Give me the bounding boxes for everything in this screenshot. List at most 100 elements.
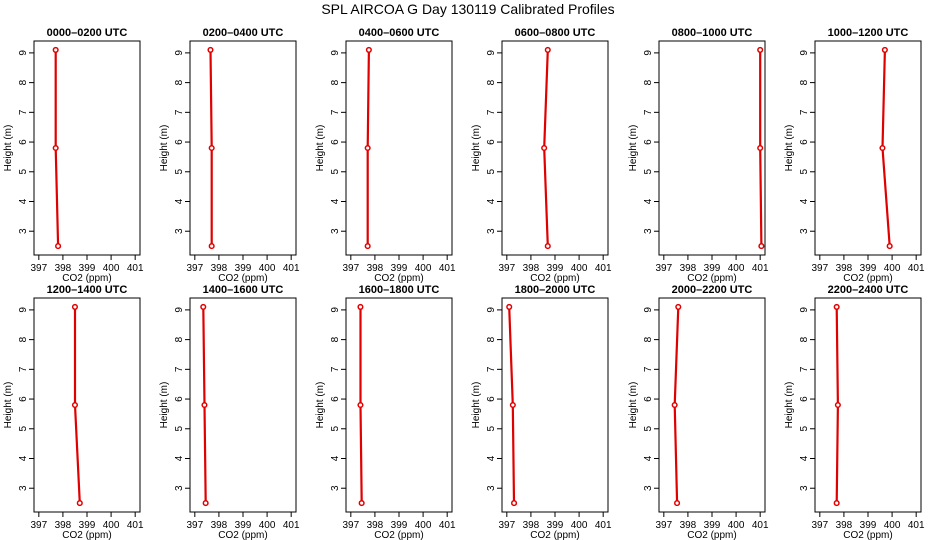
- x-tick-label: 399: [860, 263, 877, 274]
- y-tick-label: 5: [18, 169, 29, 175]
- x-tick-label: 397: [186, 263, 203, 274]
- x-tick-label: 397: [342, 263, 359, 274]
- x-axis-label: CO2 (ppm): [218, 530, 267, 540]
- profile-point: [541, 144, 548, 152]
- y-tick-label: 5: [486, 169, 497, 175]
- x-axis-label: CO2 (ppm): [843, 530, 892, 540]
- panel-title: 1200–1400 UTC: [47, 284, 128, 296]
- x-axis-label: CO2 (ppm): [218, 273, 267, 284]
- y-tick-label: 6: [330, 139, 341, 145]
- plot-frame: [345, 40, 453, 256]
- profile-point: [675, 303, 682, 310]
- x-tick-label: 400: [884, 263, 901, 274]
- y-tick-label: 6: [643, 396, 654, 402]
- y-tick-label: 3: [643, 228, 654, 234]
- y-axis-label: Height (m): [315, 382, 326, 429]
- y-tick-label: 3: [799, 485, 810, 491]
- x-tick-label: 399: [860, 520, 877, 531]
- profile-point: [207, 46, 214, 53]
- profile-point: [208, 144, 215, 152]
- y-tick-label: 5: [330, 426, 341, 432]
- y-tick-label: 9: [330, 307, 341, 313]
- profile-point: [358, 500, 365, 507]
- x-axis-label: CO2 (ppm): [374, 273, 423, 284]
- profile-panel: 0400–0600 UTC 397 398 399 400 401 3 4 5 6 7 8 9 CO2 (…: [315, 27, 456, 284]
- profile-point: [364, 144, 371, 152]
- x-tick-label: 398: [367, 263, 384, 274]
- x-tick-label: 399: [547, 520, 564, 531]
- x-axis-label: CO2 (ppm): [62, 530, 111, 540]
- profile-panel: 0000–0200 UTC 397 398 399 400 401 3 4 5 6 7 8 9 CO2 (…: [3, 27, 144, 284]
- panel-title: 1000–1200 UTC: [828, 27, 909, 39]
- x-tick-label: 399: [391, 263, 408, 274]
- panel-title: 1400–1600 UTC: [203, 284, 284, 296]
- panel-title: 0600–0800 UTC: [515, 27, 596, 39]
- y-tick-label: 5: [486, 426, 497, 432]
- y-tick-label: 6: [174, 139, 185, 145]
- profile-point: [879, 144, 886, 152]
- x-tick-label: 398: [211, 520, 228, 531]
- y-tick-label: 3: [799, 228, 810, 234]
- y-axis-label: Height (m): [159, 125, 170, 172]
- x-tick-label: 401: [283, 263, 300, 274]
- profile-point: [834, 401, 841, 409]
- profile-panel: 2000–2200 UTC 397 398 399 400 401 3 4 5 6 7 8 9 CO2 (…: [628, 284, 769, 540]
- y-tick-label: 5: [799, 426, 810, 432]
- profile-point: [544, 46, 551, 53]
- y-tick-label: 4: [486, 198, 497, 204]
- y-tick-label: 9: [486, 50, 497, 56]
- x-tick-label: 397: [342, 520, 359, 531]
- panel-title: 2000–2200 UTC: [672, 284, 753, 296]
- x-axis-label: CO2 (ppm): [62, 273, 111, 284]
- y-axis-label: Height (m): [784, 125, 795, 172]
- y-axis-label: Height (m): [3, 382, 14, 429]
- x-tick-label: 401: [908, 263, 925, 274]
- y-tick-label: 3: [174, 228, 185, 234]
- y-axis-label: Height (m): [471, 382, 482, 429]
- x-tick-label: 397: [811, 520, 828, 531]
- profile-panel: 1800–2000 UTC 397 398 399 400 401 3 4 5 6 7 8 9 CO2 (…: [471, 284, 612, 540]
- profile-panel: 0800–1000 UTC 397 398 399 400 401 3 4 5 6 7 8 9 CO2 (…: [628, 27, 769, 284]
- profile-point: [674, 500, 681, 507]
- x-tick-label: 399: [704, 520, 721, 531]
- y-tick-label: 9: [486, 307, 497, 313]
- y-tick-label: 7: [486, 109, 497, 115]
- profile-panel: 1000–1200 UTC 397 398 399 400 401 3 4 5 6 7 8 9 CO2 (…: [784, 27, 925, 284]
- x-tick-label: 399: [391, 520, 408, 531]
- x-tick-label: 401: [439, 520, 456, 531]
- y-tick-label: 7: [486, 366, 497, 372]
- x-tick-label: 401: [752, 263, 769, 274]
- x-tick-label: 398: [367, 520, 384, 531]
- y-tick-label: 7: [174, 366, 185, 372]
- x-tick-label: 398: [680, 263, 697, 274]
- x-tick-label: 398: [836, 263, 853, 274]
- profile-panel: 1200–1400 UTC 397 398 399 400 401 3 4 5 6 7 8 9 CO2 (…: [3, 284, 144, 540]
- x-tick-label: 397: [30, 263, 47, 274]
- panel-title: 1600–1800 UTC: [359, 284, 440, 296]
- profile-point: [509, 401, 516, 409]
- y-tick-label: 4: [643, 198, 654, 204]
- profile-point: [52, 144, 59, 152]
- profile-panel: 1600–1800 UTC 397 398 399 400 401 3 4 5 6 7 8 9 CO2 (…: [315, 284, 456, 540]
- profile-point: [833, 500, 840, 507]
- profile-point: [76, 500, 83, 507]
- y-tick-label: 9: [174, 307, 185, 313]
- y-tick-label: 4: [799, 198, 810, 204]
- y-tick-label: 6: [486, 139, 497, 145]
- x-tick-label: 400: [415, 520, 432, 531]
- y-tick-label: 6: [18, 396, 29, 402]
- x-tick-label: 400: [884, 520, 901, 531]
- x-tick-label: 400: [571, 520, 588, 531]
- y-tick-label: 7: [330, 366, 341, 372]
- y-tick-label: 3: [18, 485, 29, 491]
- y-tick-label: 4: [486, 455, 497, 461]
- x-tick-label: 400: [571, 263, 588, 274]
- x-tick-label: 397: [186, 520, 203, 531]
- x-tick-label: 401: [127, 520, 144, 531]
- y-axis-label: Height (m): [628, 125, 639, 172]
- x-tick-label: 398: [55, 520, 72, 531]
- profile-point: [757, 144, 764, 152]
- x-tick-label: 399: [704, 263, 721, 274]
- profile-panel: 0200–0400 UTC 397 398 399 400 401 3 4 5 6 7 8 9 CO2 (…: [159, 27, 300, 284]
- plot-frame: [814, 297, 922, 513]
